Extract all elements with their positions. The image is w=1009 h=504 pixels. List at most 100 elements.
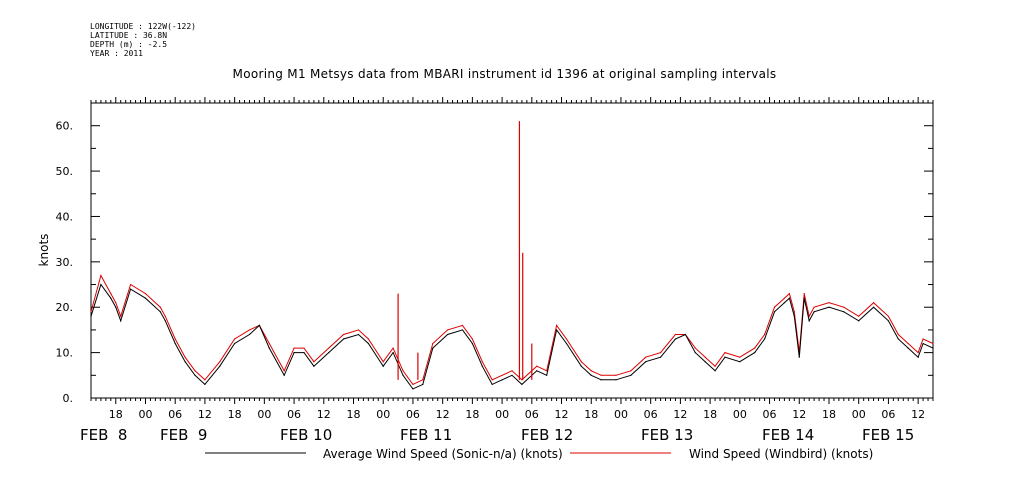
average-series-line-point [293,352,295,354]
average-series-line-point [645,361,647,363]
windbird-series-line-point [471,338,473,340]
x-hour-tick-label: 12 [911,408,925,421]
average-series-line-point [194,374,196,376]
average-series-line-point [392,352,394,354]
windbird-series-line-point [461,324,464,326]
x-hour-tick-label: 06 [406,408,420,421]
windbird-series-line-point [268,342,270,345]
average-series-line-point [546,374,548,376]
average-series-line-point [422,383,424,385]
average-series-line-point [565,342,568,345]
average-series-line-point [432,347,434,349]
average-series-line-point [511,374,513,376]
average-series-line-point [328,352,330,354]
average-series-line-point [174,342,176,345]
x-hour-tick-label: 00 [733,408,747,421]
average-series-line-point [922,342,924,345]
windbird-series-line-point [313,361,315,363]
average-series-line-point [258,324,260,326]
y-tick-label: 10. [56,347,74,360]
average-series-line-point [907,347,909,349]
windbird-series-line-point [120,315,122,317]
x-hour-tick-label: 06 [763,408,777,421]
windbird-series-line-point [773,306,776,308]
windbird-series-line-point [793,311,795,313]
average-series-line-point [521,383,523,385]
windbird-series-line-point [600,374,602,376]
windbird-series-line-point [144,293,147,295]
mooring-metadata: LONGITUDE : 122W(-122) LATITUDE : 36.8N … [90,22,196,58]
average-series-line-point [268,347,270,349]
y-tick-label: 60. [56,120,74,133]
average-series-line-point [536,370,538,372]
average-series-line-point [872,306,875,308]
windbird-series-line-point [783,297,786,299]
average-series-line-point [219,365,221,367]
windbird-series-line-point [367,338,369,340]
windbird-series-line-point [536,365,538,367]
legend-label-windbird: Wind Speed (Windbird) (knots) [689,447,873,461]
x-hour-tick-label: 06 [644,408,658,421]
windbird-series-line [90,274,934,386]
windbird-series-line-point [813,306,815,308]
x-hour-tick-label: 00 [852,408,866,421]
windbird-series-line-point [917,352,919,354]
x-day-label: FEB 11 [400,426,452,444]
year-text: YEAR : 2011 [90,49,143,58]
x-day-label: FEB 9 [160,426,207,444]
average-series-line-point [283,374,285,376]
average-series-line-point [248,333,251,336]
y-tick-label: 20. [56,301,74,314]
windbird-series-line-point [184,356,186,358]
windbird-series-line-point [90,311,92,313]
average-series-line-point [739,361,741,363]
x-day-label: FEB 15 [862,426,914,444]
latitude-text: LATITUDE : 36.8N [90,31,168,40]
x-day-label: FEB 13 [641,426,693,444]
average-series-line-point [90,315,92,317]
windbird-series-line-point [219,361,221,363]
y-tick-label: 50. [56,165,74,178]
x-day-label: FEB 10 [280,426,332,444]
x-day-label: FEB 14 [762,426,814,444]
average-series-line-point [917,356,919,358]
average-series-line-point [674,338,677,340]
average-series-line-point [164,320,166,322]
average-series-line-point [600,379,602,381]
average-series-line-point [491,383,493,385]
windbird-series-line-point [432,342,434,345]
average-series-line-point [555,329,558,331]
x-hour-tick-label: 00 [495,408,509,421]
windbird-series-line-point [674,333,677,336]
x-hour-tick-label: 00 [614,408,628,421]
average-series-line-point [471,342,473,345]
windbird-series-line-point [724,352,726,354]
windbird-series-line-point [858,315,860,317]
x-hour-tick-label: 12 [673,408,687,421]
average-series-line-point [461,329,464,331]
average-series-line-point [580,365,582,367]
average-series-line-point [754,352,756,354]
average-series-line-point [303,352,305,354]
average-series-line-point [501,379,503,381]
legend: Average Wind Speed (Sonic-n/a) (knots) W… [205,447,873,461]
average-series-line-point [115,306,117,308]
average-series-line-point [313,365,315,367]
average-series-line-point [858,320,860,322]
x-hour-tick-label: 12 [317,408,331,421]
x-hour-tick-label: 12 [436,408,450,421]
windbird-series-line-point [704,356,706,358]
y-tick-label: 40. [56,210,74,223]
x-hour-tick-label: 18 [228,408,242,421]
windbird-series-line-point [546,370,548,372]
windbird-series-line-point [645,356,647,358]
average-series-line-point [808,320,810,322]
windbird-series-line-point [922,338,924,340]
axes-layer: 18 00 06 12 18 00 06 12 18 00 06 12 18 00 06 12 18 00 06 12… [56,97,934,444]
x-hour-tick-label: 06 [525,408,539,421]
windbird-series-line-point [481,361,483,363]
average-series-line-point [130,288,132,290]
windbird-series-line-point [764,333,766,336]
average-series-line-point [932,347,934,349]
